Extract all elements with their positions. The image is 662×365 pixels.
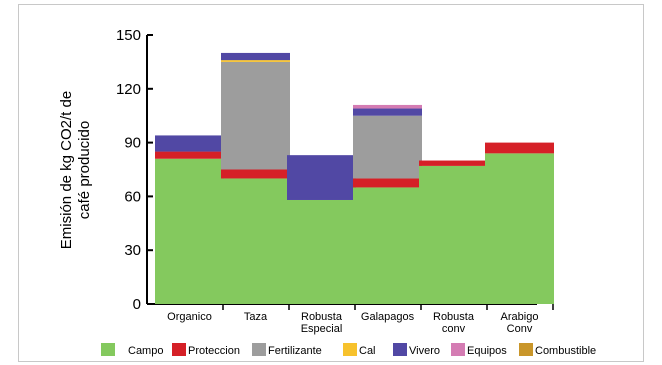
y-tick-label: 60 — [124, 188, 141, 205]
bar-segment-campo — [419, 165, 488, 304]
bar-segment-fertilizante — [221, 61, 290, 170]
legend-label-fertilizante: Fertilizante — [268, 345, 322, 357]
bar-segment-proteccion — [155, 151, 224, 159]
bar-segment-vivero — [221, 52, 290, 61]
legend-swatch-campo — [101, 343, 115, 356]
y-tick-label: 0 — [133, 296, 141, 313]
y-axis-title-line: Emisión de kg CO2/t de — [58, 91, 75, 249]
bar-segment-vivero — [155, 135, 224, 152]
bar-segment-campo — [485, 153, 554, 304]
chart-frame — [18, 4, 644, 362]
legend-swatch-cal — [343, 343, 357, 356]
bar-segment-proteccion — [221, 169, 290, 179]
x-tick-label: Galapagos — [361, 311, 415, 323]
legend-swatch-combustible — [519, 343, 533, 356]
y-tick-label: 30 — [124, 242, 141, 259]
x-tick-label: Robusta Especial — [301, 311, 343, 335]
x-tick-label: Organico — [167, 311, 212, 323]
x-tick-label: Robusta conv — [433, 311, 475, 335]
bar-segment-campo — [221, 178, 290, 304]
x-tick-label-line: Robusta — [301, 311, 343, 323]
bar-segment-proteccion — [485, 142, 554, 154]
bar-segment-vivero — [353, 108, 422, 116]
x-tick-label-line: Robusta — [433, 311, 475, 323]
x-tick-label: Taza — [244, 311, 268, 323]
y-axis-title: Emisión de kg CO2/t decafé producido — [58, 91, 93, 249]
bar-segment-campo — [287, 199, 356, 304]
legend-label-vivero: Vivero — [409, 345, 440, 357]
bar-segment-proteccion — [353, 178, 422, 188]
x-tick-label-line: conv — [442, 323, 466, 335]
y-tick-label: 90 — [124, 135, 141, 152]
bar-segment-proteccion — [419, 160, 488, 166]
bar-segment-campo — [155, 158, 224, 304]
legend-swatch-equipos — [451, 343, 465, 356]
x-tick-label-line: Organico — [167, 311, 212, 323]
legend-swatch-fertilizante — [252, 343, 266, 356]
bar-segment-vivero — [287, 155, 356, 200]
legend-swatch-proteccion — [172, 343, 186, 356]
legend-swatch-vivero — [393, 343, 407, 356]
bar-segment-equipos — [353, 104, 422, 109]
legend-label-combustible: Combustible — [535, 345, 596, 357]
bar-segment-fertilizante — [353, 115, 422, 179]
legend-label-campo: Campo — [128, 345, 163, 357]
y-axis-title-line: café producido — [76, 121, 93, 219]
bar-segment-campo — [353, 187, 422, 304]
legend-label-equipos: Equipos — [467, 345, 507, 357]
x-tick-label-line: Arabigo — [501, 311, 539, 323]
x-tick-label: Arabigo Conv — [501, 311, 539, 335]
x-tick-label-line: Taza — [244, 311, 268, 323]
x-tick-label-line: Galapagos — [361, 311, 415, 323]
bar-segment-cal — [221, 60, 290, 62]
legend-label-proteccion: Proteccion — [188, 345, 240, 357]
x-tick-label-line: Especial — [301, 323, 343, 335]
legend-label-cal: Cal — [359, 345, 376, 357]
y-tick-label: 120 — [116, 81, 141, 98]
y-tick-label: 150 — [116, 27, 141, 44]
x-tick-label-line: Conv — [507, 323, 533, 335]
